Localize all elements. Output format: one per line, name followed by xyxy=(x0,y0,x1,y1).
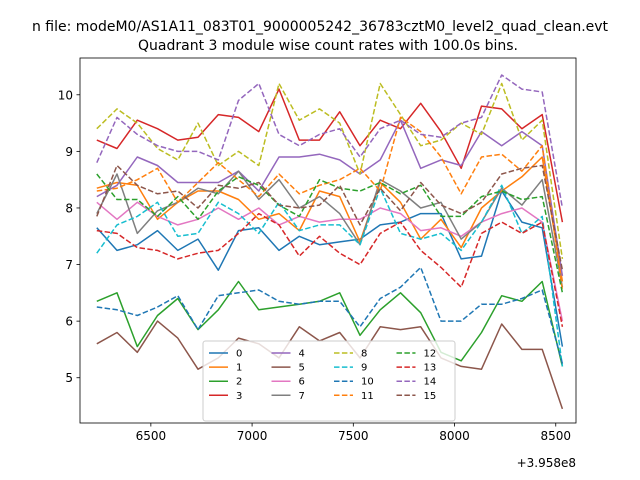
legend-label-14: 14 xyxy=(424,377,437,388)
y-tick-label: 8 xyxy=(65,201,73,215)
legend-label-1: 1 xyxy=(236,363,242,374)
y-tick-label: 5 xyxy=(65,371,73,385)
series-line-4 xyxy=(96,119,564,277)
legend-box xyxy=(202,340,456,422)
legend-label-15: 15 xyxy=(424,391,437,402)
legend-label-5: 5 xyxy=(299,363,305,374)
series-line-6 xyxy=(96,201,564,322)
series-line-15 xyxy=(96,164,564,271)
series-line-9 xyxy=(96,184,564,367)
legend-label-10: 10 xyxy=(361,377,374,388)
legend-label-0: 0 xyxy=(236,349,242,360)
series-line-13 xyxy=(96,212,564,327)
legend-label-3: 3 xyxy=(236,391,242,402)
series-line-3 xyxy=(96,88,564,223)
legend-label-12: 12 xyxy=(424,349,437,360)
x-offset-label: +3.958e8 xyxy=(517,456,576,470)
series-line-5 xyxy=(96,320,564,410)
x-tick-label: 8000 xyxy=(439,429,470,443)
series-line-12 xyxy=(96,173,564,293)
series-line-0 xyxy=(96,190,564,347)
y-tick-label: 6 xyxy=(65,315,73,329)
y-tick-label: 7 xyxy=(65,258,73,272)
series-line-1 xyxy=(96,156,564,282)
series-layer xyxy=(96,74,564,410)
y-tick-label: 10 xyxy=(58,88,73,102)
x-tick-label: 6500 xyxy=(136,429,167,443)
legend-label-8: 8 xyxy=(361,349,367,360)
x-tick-label: 8500 xyxy=(540,429,571,443)
legend-label-9: 9 xyxy=(361,363,367,374)
series-line-14 xyxy=(96,74,564,209)
series-line-8 xyxy=(96,82,564,260)
legend-label-7: 7 xyxy=(299,391,305,402)
legend-label-4: 4 xyxy=(299,349,305,360)
series-line-2 xyxy=(96,280,564,367)
figure-suptitle: n file: modeM0/AS1A11_083T01_9000005242_… xyxy=(32,19,609,35)
series-line-7 xyxy=(96,170,564,288)
legend-label-13: 13 xyxy=(424,363,437,374)
plot-title: Quadrant 3 module wise count rates with … xyxy=(138,38,518,54)
series-line-10 xyxy=(96,266,564,364)
y-tick-label: 9 xyxy=(65,145,73,159)
plot-frame xyxy=(79,57,577,424)
series-line-11 xyxy=(96,116,564,291)
x-tick-label: 7000 xyxy=(237,429,268,443)
legend-label-2: 2 xyxy=(236,377,242,388)
x-tick-label: 7500 xyxy=(338,429,369,443)
legend-label-11: 11 xyxy=(361,391,374,402)
legend-label-6: 6 xyxy=(299,377,305,388)
